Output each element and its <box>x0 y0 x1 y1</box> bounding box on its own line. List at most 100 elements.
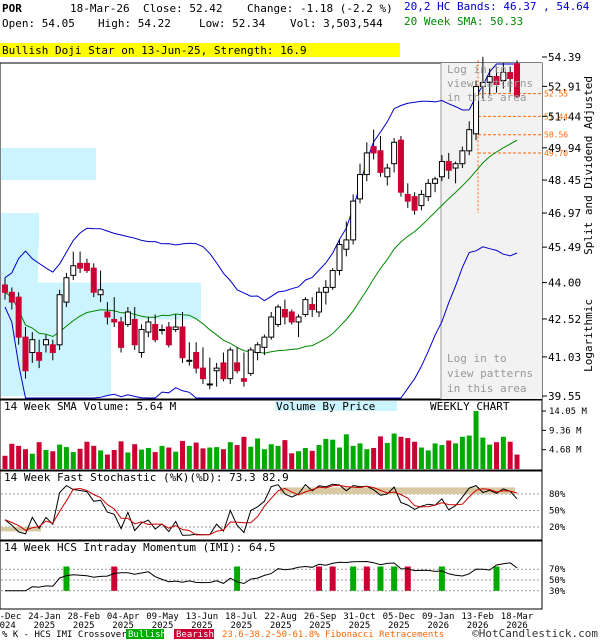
candle-body <box>49 344 56 354</box>
candle-body <box>479 82 486 88</box>
candle-body <box>432 178 439 184</box>
candle-body <box>459 150 466 165</box>
volume-bar <box>57 444 63 469</box>
volume-bar <box>377 436 383 469</box>
volume-bar <box>50 451 56 469</box>
candle-body <box>329 270 336 288</box>
bullish-swatch <box>126 629 164 639</box>
candle-body <box>466 129 473 152</box>
stoch-tick-label: 80% <box>549 490 566 500</box>
date-tick-label: 04-Apr <box>107 612 140 622</box>
candle-body <box>83 262 90 272</box>
date-tick-label: 09-May <box>146 612 179 622</box>
candle-body <box>124 311 131 325</box>
candle-body <box>425 182 432 198</box>
candle-body <box>254 344 261 354</box>
volume-title: 14 Week SMA Volume: 5.64 M <box>4 400 177 413</box>
close-label: Close: 52.42 <box>143 2 222 15</box>
date-axis: 27-Dec202424-Jan202528-Feb202504-Apr2025… <box>0 612 534 631</box>
volume-bar <box>227 442 233 469</box>
candle-body <box>2 284 8 293</box>
volume-bar <box>22 449 28 469</box>
candle-body <box>356 174 363 200</box>
date-tick-label: 09-Jan <box>422 612 455 622</box>
volume-bar <box>186 445 192 469</box>
candle-body <box>514 63 520 97</box>
volume-bar <box>480 437 486 469</box>
imi-marker <box>234 566 241 591</box>
date-tick-label: 18-Mar <box>501 612 534 622</box>
volume-bar <box>371 447 377 469</box>
volume-bar <box>316 445 322 469</box>
volume-bar <box>220 449 226 469</box>
volume-bar <box>439 445 445 469</box>
volume-bar <box>337 447 343 469</box>
change-label: Change: -1.18 (-2.2 %) <box>247 2 393 15</box>
candle-body <box>377 150 384 173</box>
candle-body <box>473 86 480 135</box>
imi-axis: 70%50%30% <box>549 565 566 597</box>
candle-body <box>343 239 350 250</box>
imi-line <box>5 560 518 592</box>
candle-body <box>138 329 145 354</box>
symbol-label: POR <box>2 2 22 15</box>
candle-body <box>391 141 398 165</box>
date-tick-year: 2025 <box>349 621 371 631</box>
vbp-label-bg <box>275 401 397 411</box>
imi-marker <box>438 566 445 591</box>
volume-bar <box>179 440 185 469</box>
open-label: Open: 54.05 <box>2 17 75 30</box>
volume-bar <box>494 442 500 469</box>
volume-bar <box>384 442 390 469</box>
imi-tick-label: 30% <box>549 587 566 597</box>
volume-bar <box>453 443 459 469</box>
candle-body <box>220 362 227 380</box>
date-tick-year: 2026 <box>506 621 528 631</box>
candle-body <box>118 321 125 348</box>
candle-body <box>268 316 275 338</box>
candle-body <box>363 152 370 176</box>
candle-body <box>56 294 63 346</box>
date-tick-year: 2026 <box>467 621 489 631</box>
candle-body <box>316 291 323 313</box>
imi-title: 14 Week HCS Intraday Momentum (IMI): 64.… <box>4 541 276 554</box>
date-tick-year: 2025 <box>309 621 331 631</box>
volume-bar <box>84 441 90 469</box>
candle-body <box>145 321 152 333</box>
stoch-shade-high <box>280 487 515 494</box>
candle-body <box>240 378 247 382</box>
date-tick-year: 2025 <box>34 621 56 631</box>
vbp-bar <box>1 357 111 396</box>
imi-marker <box>316 566 323 591</box>
candle-body <box>309 304 316 310</box>
date-tick-label: 13-Jun <box>186 612 219 622</box>
fib-label: 49.70 <box>544 149 568 158</box>
vbp-bar <box>1 213 39 248</box>
stochastic-panel: 14 Week Fast Stochastic (%K)(%D): 73.3 8… <box>0 470 566 541</box>
volume-bar <box>36 442 42 469</box>
imi-lines <box>1 560 541 592</box>
vbp-label: Volume By Price <box>276 400 375 413</box>
candle-body <box>227 349 234 380</box>
volume-bar <box>343 434 349 469</box>
volume-tick-label: 4.68 M <box>549 446 582 456</box>
candle-body <box>90 267 97 293</box>
date-tick-year: 2025 <box>230 621 252 631</box>
candle-body <box>336 244 343 272</box>
date-tick-label: 27-Dec <box>0 612 21 622</box>
candle-body <box>322 286 329 293</box>
imi-marker <box>493 566 500 591</box>
candle-body <box>172 326 179 331</box>
volume-axis: 14.05 M 9.36 M 4.68 M <box>542 407 588 456</box>
bearish-label: Bearish <box>176 630 214 640</box>
volume-bar <box>309 450 315 469</box>
volume-bar <box>139 449 145 469</box>
volume-bar <box>391 433 397 469</box>
candle-body <box>42 339 49 346</box>
stoch-shade-low <box>1 527 41 532</box>
volume-bar <box>289 453 295 469</box>
volume-bar <box>412 441 418 469</box>
blurb-bottom-line1: Log in to <box>447 352 507 365</box>
